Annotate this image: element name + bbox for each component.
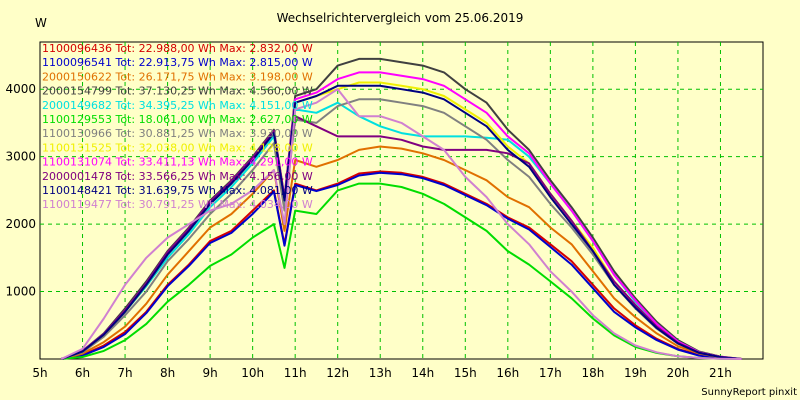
legend-entry: 1100129553 Tot: 18.061,00 Wh Max: 2.627,… xyxy=(42,113,313,126)
legend-entry: 1100096541 Tot: 22.913,75 Wh Max: 2.815,… xyxy=(42,56,313,69)
series-line-1100148421 xyxy=(60,84,742,360)
chart-title: Wechselrichtervergleich vom 25.06.2019 xyxy=(277,11,524,25)
series-lines xyxy=(60,57,742,360)
x-tick-label: 14h xyxy=(411,366,434,380)
y-tick-label: 2000 xyxy=(5,217,36,231)
legend-entry: 2000149682 Tot: 34.395,25 Wh Max: 4.151,… xyxy=(42,99,313,112)
legend-entry: 1100096436 Tot: 22.988,00 Wh Max: 2.832,… xyxy=(42,42,313,55)
legend-entry: 2000001478 Tot: 33.566,25 Wh Max: 4.156,… xyxy=(42,170,313,183)
x-tick-label: 19h xyxy=(624,366,647,380)
footer-credit: SunnyReport pinxit xyxy=(701,387,797,398)
legend: 1100096436 Tot: 22.988,00 Wh Max: 2.832,… xyxy=(42,42,313,211)
x-tick-label: 13h xyxy=(369,366,392,380)
legend-entry: 2000154799 Tot: 37.130,25 Wh Max: 4.560,… xyxy=(42,85,313,98)
x-tick-label: 10h xyxy=(241,366,264,380)
x-tick-label: 16h xyxy=(496,366,519,380)
legend-entry: 1100148421 Tot: 31.639,75 Wh Max: 4.081,… xyxy=(42,184,313,197)
x-tick-label: 12h xyxy=(326,366,349,380)
legend-entry: 1100131525 Tot: 32.038,00 Wh Max: 4.128,… xyxy=(42,141,313,154)
series-line-2000150622 xyxy=(61,145,742,360)
y-tick-label: 3000 xyxy=(5,150,36,164)
series-line-2000001478 xyxy=(60,115,742,360)
y-tick-label: 4000 xyxy=(5,82,36,96)
series-line-1100096541 xyxy=(61,171,742,360)
x-tick-label: 21h xyxy=(709,366,732,380)
y-axis-label: W xyxy=(35,16,47,30)
x-tick-label: 6h xyxy=(75,366,90,380)
series-line-1100119477 xyxy=(60,88,742,360)
x-tick-label: 15h xyxy=(454,366,477,380)
legend-entry: 1100130966 Tot: 30.881,25 Wh Max: 3.930,… xyxy=(42,127,313,140)
y-tick-labels: 1000 2000 3000 4000 xyxy=(5,82,36,298)
x-tick-label: 18h xyxy=(581,366,604,380)
plot-area xyxy=(39,41,764,360)
legend-entry: 1100119477 Tot: 30.791,25 Wh Max: 4.034,… xyxy=(42,198,313,211)
legend-entry: 2000150622 Tot: 26.171,75 Wh Max: 3.198,… xyxy=(42,70,313,83)
y-tick-label: 1000 xyxy=(5,285,36,299)
x-tick-label: 17h xyxy=(539,366,562,380)
x-tick-label: 7h xyxy=(117,366,132,380)
x-tick-label: 20h xyxy=(667,366,690,380)
x-tick-labels: 5h 6h 7h 8h 9h 10h 11h 12h 13h 14h 15h 16h 17h 18h 19h… xyxy=(32,366,732,380)
x-tick-label: 11h xyxy=(284,366,307,380)
legend-entry: 1100131074 Tot: 33.411,13 Wh Max: 4.291,… xyxy=(42,156,313,169)
x-tick-label: 9h xyxy=(202,366,217,380)
series-line-1100129553 xyxy=(61,182,742,360)
x-tick-label: 8h xyxy=(160,366,175,380)
x-tick-label: 5h xyxy=(32,366,47,380)
